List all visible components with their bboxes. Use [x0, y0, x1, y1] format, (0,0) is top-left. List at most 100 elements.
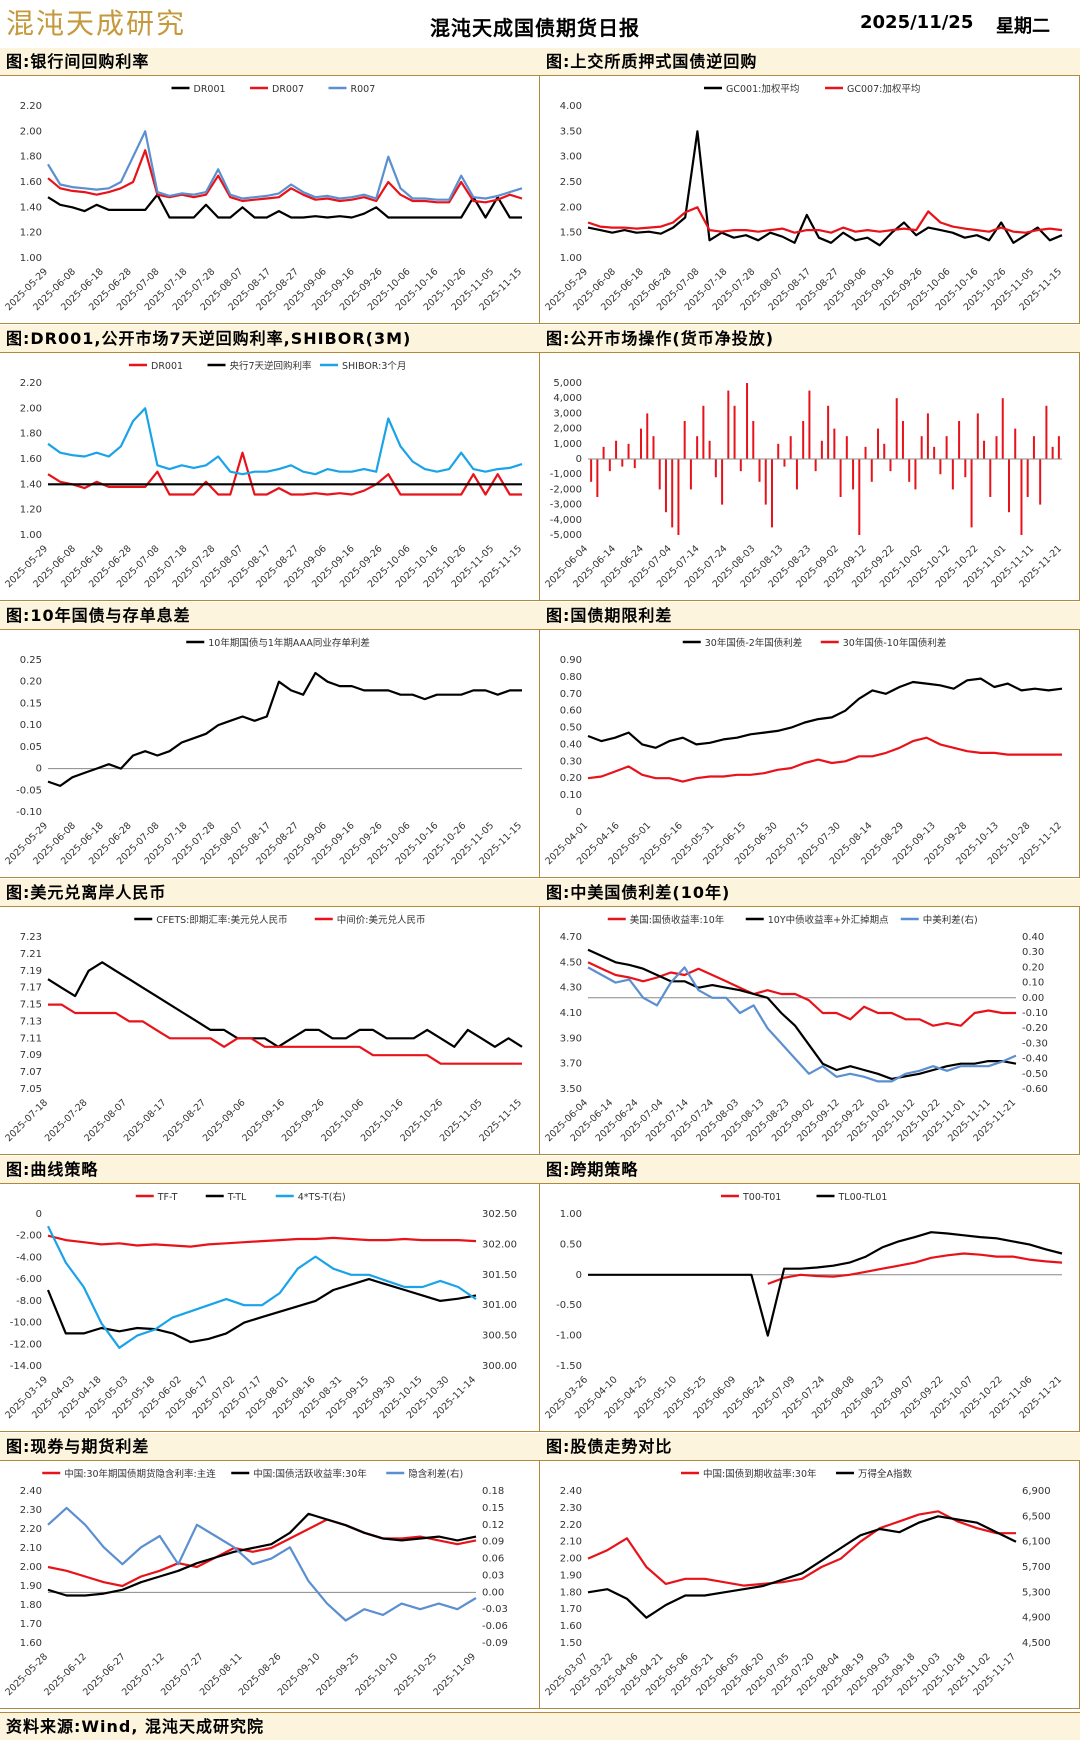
y-tick-label: 7.09	[20, 1050, 42, 1061]
y-tick-label: 1.60	[560, 1621, 582, 1632]
y-tick-label: 1.70	[20, 1619, 42, 1630]
series-line	[47, 149, 523, 204]
y-tick-label: 2.10	[560, 1537, 582, 1548]
series-line	[47, 193, 522, 219]
y-tick-label: -10.00	[10, 1318, 42, 1329]
series-line	[47, 451, 522, 496]
y-tick-label: 2.20	[560, 1520, 582, 1531]
y-tick-label: 0.70	[560, 689, 582, 700]
legend-label: TF-T	[157, 1192, 178, 1203]
y-tick-label: 7.17	[20, 983, 42, 994]
y-tick-label-right: 0.10	[1022, 978, 1044, 989]
legend-label: 中国:国债到期收益率:30年	[703, 1468, 817, 1480]
y-tick-label-right: 0.09	[482, 1537, 504, 1548]
chart-title: 图:曲线策略	[0, 1156, 540, 1184]
y-tick-label: 1.80	[20, 152, 42, 163]
y-tick-label-right: 4,900	[1022, 1613, 1051, 1624]
legend-label: 美国:国债收益率:10年	[630, 914, 725, 926]
chart-calendar-strategy: 1.000.500-0.50-1.00-1.502025-03-262025-0…	[543, 1192, 1064, 1421]
y-tick-label: 2.20	[20, 101, 42, 112]
chart-dr001-shibor: 1.001.201.401.601.802.002.202025-05-2920…	[3, 360, 524, 590]
series-line	[47, 1518, 477, 1588]
y-tick-label: -0.50	[556, 1300, 582, 1311]
series-line	[47, 1225, 477, 1349]
series-line	[47, 961, 523, 1048]
y-tick-label: 0.05	[20, 742, 42, 753]
y-tick-label: 7.15	[20, 1000, 42, 1011]
y-tick-label: 3,000	[553, 408, 582, 419]
series-line	[587, 736, 1062, 783]
y-tick-label: 2.10	[20, 1543, 42, 1554]
bar	[621, 459, 624, 467]
legend-label: 隐含利差(右)	[408, 1468, 463, 1480]
y-tick-label: 2.50	[560, 177, 582, 188]
y-tick-label: 3.70	[560, 1059, 582, 1070]
bar	[633, 459, 636, 469]
bar	[839, 459, 842, 497]
y-tick-label-right: -0.20	[1022, 1023, 1048, 1034]
legend-label: TL00-TL01	[838, 1192, 888, 1203]
chart-panel-usdcnh: 图:美元兑离岸人民币 7.05 7.07 7.09 7.11 7.13 7.15 7.17 7…	[0, 879, 540, 1155]
chart-title: 图:DR001,公开市场7天逆回购利率,SHIBOR(3M)	[0, 325, 540, 353]
chart-title: 图:公开市场操作(货币净投放)	[540, 325, 1080, 353]
chart-panel-cash-futures-spread: 图:现券与期货利差 1.60 1.70 1.80 1.90 2.00 2.10 2.20 2.…	[0, 1433, 540, 1709]
brand-logo: 混沌天成研究院	[6, 7, 187, 80]
bar	[958, 421, 961, 459]
chart-title: 图:国债期限利差	[540, 602, 1080, 630]
series-line	[587, 206, 1063, 234]
bar	[746, 383, 749, 459]
y-tick-label: 1.20	[20, 228, 42, 239]
y-tick-label: 1.50	[560, 228, 582, 239]
y-tick-label: 2,000	[553, 424, 582, 435]
series-line	[587, 1515, 1017, 1619]
series-line	[587, 948, 1017, 1080]
series-line	[47, 130, 523, 201]
y-tick-label: 7.05	[20, 1084, 42, 1095]
y-tick-label: 1,000	[553, 439, 582, 450]
chart-10y-ncd-spread: -0.10-0.0500.050.100.150.200.252025-05-2…	[3, 637, 524, 867]
series-line	[588, 1231, 1063, 1337]
legend-label: GC007:加权平均	[847, 83, 920, 95]
y-tick-label-right: -0.30	[1022, 1038, 1048, 1049]
chart-title: 图:上交所质押式国债逆回购	[540, 48, 1080, 76]
bar	[908, 459, 911, 482]
y-tick-label-right: 0.03	[482, 1570, 504, 1581]
y-tick-label: 3.50	[560, 1084, 582, 1095]
y-tick-label: 0.50	[560, 1239, 582, 1250]
y-tick-label-right: 0.40	[1022, 932, 1044, 943]
legend-label: 30年国债-10年国债利差	[843, 637, 947, 649]
bar	[615, 440, 618, 459]
y-tick-label-right: 0.18	[482, 1486, 504, 1497]
legend-label: 万得全A指数	[858, 1468, 912, 1480]
bar	[833, 428, 836, 459]
y-tick-label: 1.80	[20, 1600, 42, 1611]
bar	[1057, 436, 1060, 459]
y-tick-label: 0	[576, 807, 582, 818]
bar	[964, 459, 967, 478]
y-tick-label: -2,000	[550, 484, 582, 495]
y-tick-label: 0.40	[560, 739, 582, 750]
bar	[1001, 398, 1004, 459]
y-tick-label: 2.30	[20, 1505, 42, 1516]
series-line	[587, 1510, 1016, 1587]
bar	[770, 459, 773, 528]
chart-panel-sse-repo: 图:上交所质押式国债逆回购 1.00 1.50 2.00 2.50 3.00 3.50 4.…	[540, 48, 1080, 324]
legend-label: T00-T01	[742, 1192, 781, 1203]
y-tick-label: 0.15	[20, 698, 42, 709]
y-tick-label: 4.50	[560, 957, 582, 968]
y-tick-label: 0.60	[560, 706, 582, 717]
series-line	[47, 671, 522, 787]
bar	[1039, 459, 1042, 505]
bar	[758, 459, 761, 482]
bar	[783, 459, 786, 467]
bar	[727, 390, 730, 459]
y-tick-label: 1.90	[20, 1581, 42, 1592]
y-tick-label: 7.11	[20, 1033, 42, 1044]
y-tick-label: 0.20	[20, 677, 42, 688]
bar	[739, 459, 742, 472]
y-tick-label-right: 0.12	[482, 1520, 504, 1531]
bar	[989, 459, 992, 497]
report-title: 混沌天成国债期货日报	[430, 16, 640, 40]
y-tick-label: -1.50	[556, 1361, 582, 1372]
bar	[664, 459, 667, 513]
